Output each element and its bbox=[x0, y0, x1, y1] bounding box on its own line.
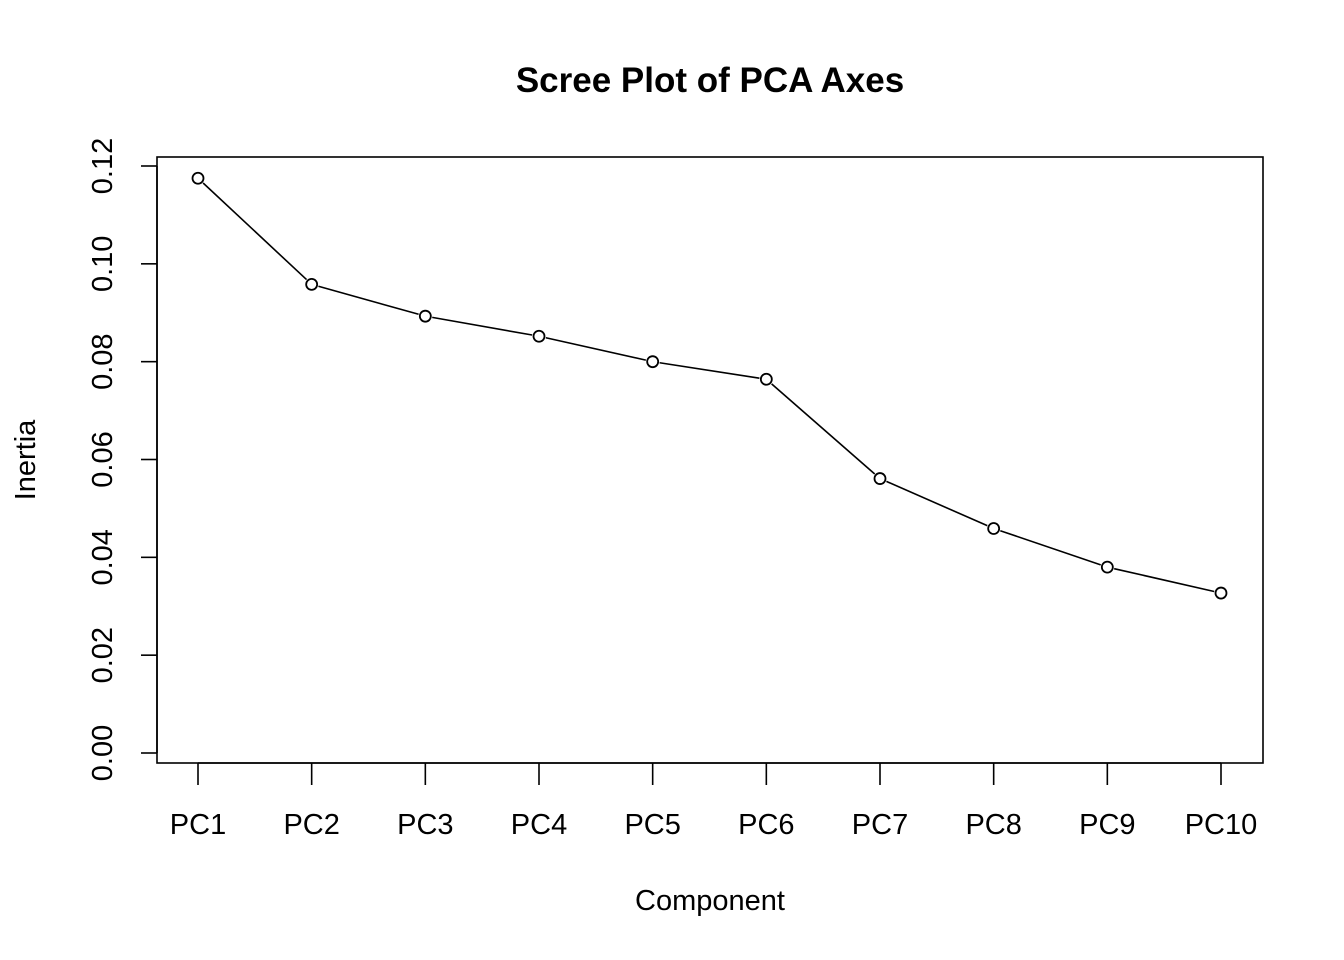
data-point bbox=[873, 472, 887, 485]
data-point bbox=[305, 277, 319, 291]
series-segment bbox=[771, 383, 876, 475]
chart-title: Scree Plot of PCA Axes bbox=[516, 61, 904, 100]
x-tick-label: PC9 bbox=[1079, 809, 1135, 841]
y-axis: 0.00 0.02 0.04 0.06 0.08 0.10 0.12 bbox=[87, 138, 158, 781]
y-tick-label: 0.00 bbox=[87, 725, 119, 781]
x-axis: PC1 PC2 PC3 PC4 PC5 PC6 PC7 PC8 PC9 PC10 bbox=[170, 762, 1258, 841]
x-tick-label: PC1 bbox=[170, 809, 226, 841]
x-tick-label: PC10 bbox=[1185, 809, 1258, 841]
x-tick-label: PC8 bbox=[965, 809, 1021, 841]
data-point bbox=[987, 522, 1001, 535]
y-tick-label: 0.04 bbox=[87, 529, 119, 585]
plot-frame bbox=[156, 156, 1264, 764]
series-segment bbox=[202, 182, 308, 281]
x-tick-label: PC7 bbox=[852, 809, 908, 841]
series-segment bbox=[1113, 567, 1215, 593]
data-point bbox=[646, 355, 660, 369]
y-tick-label: 0.12 bbox=[87, 138, 119, 194]
y-tick-label: 0.02 bbox=[87, 627, 119, 683]
series-segment bbox=[1000, 529, 1101, 566]
data-point bbox=[532, 329, 546, 343]
series-inertia bbox=[191, 171, 1228, 600]
series-segment bbox=[432, 316, 533, 336]
x-axis-label: Component bbox=[635, 885, 785, 917]
data-point bbox=[759, 372, 773, 386]
y-tick-label: 0.10 bbox=[87, 236, 119, 292]
series-segment bbox=[318, 285, 419, 316]
series-segment bbox=[886, 480, 988, 527]
data-point bbox=[191, 171, 205, 185]
series-segment bbox=[659, 361, 760, 379]
data-point bbox=[418, 309, 432, 323]
x-tick-label: PC3 bbox=[397, 809, 453, 841]
y-tick-label: 0.06 bbox=[87, 431, 119, 487]
x-tick-label: PC5 bbox=[624, 809, 680, 841]
x-tick-label: PC2 bbox=[283, 809, 339, 841]
series-segment bbox=[545, 336, 647, 361]
y-tick-label: 0.08 bbox=[87, 333, 119, 389]
data-point bbox=[1214, 586, 1228, 600]
x-tick-label: PC6 bbox=[738, 809, 794, 841]
x-tick-label: PC4 bbox=[511, 809, 567, 841]
data-point bbox=[1100, 560, 1114, 574]
y-axis-label: Inertia bbox=[10, 419, 42, 500]
